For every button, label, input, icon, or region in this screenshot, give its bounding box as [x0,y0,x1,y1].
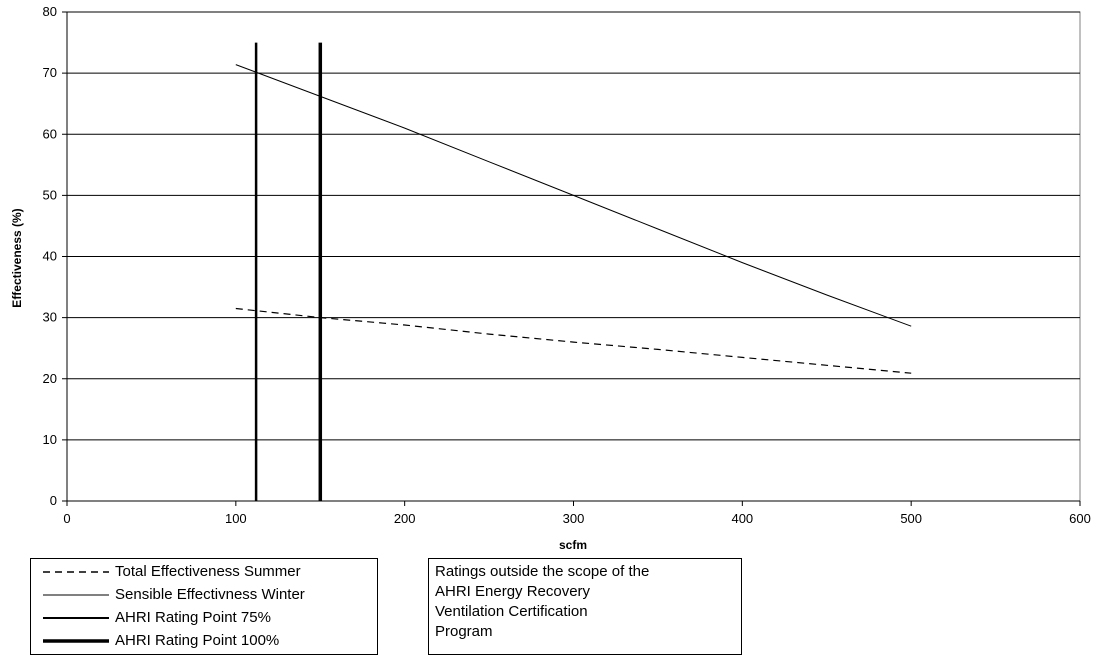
chart-canvas: 0 10 20 30 40 50 60 70 80 0 100 200 300 400 500 600 scf… [10,4,1091,552]
x-tick-label: 300 [563,511,585,526]
scope-note: Ratings outside the scope of the AHRI En… [428,558,742,655]
x-tick-label: 200 [394,511,416,526]
y-tick-label: 30 [43,310,57,325]
x-tick-label: 100 [225,511,247,526]
legend-label: AHRI Rating Point 100% [115,632,280,649]
legend-item-ahri-75: AHRI Rating Point 75% [31,607,377,629]
note-line: Program [435,623,493,640]
thin-line-swatch [43,594,109,596]
y-tick-label: 60 [43,126,57,141]
note-line: Ventilation Certification [435,603,588,620]
tick-labels: 0 10 20 30 40 50 60 70 80 0 100 200 300 400 500 600 [43,4,1091,526]
legend: Total Effectiveness Summer Sensible Effe… [30,558,378,655]
legend-label: Sensible Effectivness Winter [115,586,305,603]
thick-line-swatch [43,639,109,643]
y-tick-label: 20 [43,371,57,386]
note-line: Ratings outside the scope of the [435,563,650,580]
legend-item-total-summer: Total Effectiveness Summer [31,561,377,583]
y-tick-label: 0 [50,493,57,508]
y-tick-label: 40 [43,249,57,264]
line-swatch [43,617,109,619]
x-tick-label: 500 [900,511,922,526]
series-line-0 [235,307,912,374]
dashed-line-swatch [43,571,109,573]
series-line-1 [235,64,912,327]
axes [62,11,1081,506]
legend-item-sensible-winter: Sensible Effectivness Winter [31,584,377,606]
legend-label: Total Effectiveness Summer [115,563,301,580]
y-tick-label: 80 [43,4,57,19]
legend-item-ahri-100: AHRI Rating Point 100% [31,630,377,652]
y-axis-title: Effectiveness (%) [10,208,24,307]
note-line: AHRI Energy Recovery [435,583,591,600]
y-tick-label: 50 [43,187,57,202]
x-axis-title: scfm [559,538,587,552]
x-tick-label: 400 [731,511,753,526]
series-group [235,42,912,501]
x-tick-label: 0 [63,511,70,526]
legend-label: AHRI Rating Point 75% [115,609,271,626]
y-tick-label: 70 [43,65,57,80]
y-tick-label: 10 [43,432,57,447]
x-tick-label: 600 [1069,511,1091,526]
